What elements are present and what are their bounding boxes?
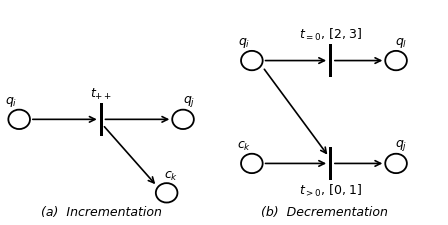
Circle shape [241,154,263,173]
Circle shape [9,110,30,129]
Circle shape [241,52,263,71]
Text: $q_j$: $q_j$ [183,94,196,109]
Text: $c_k$: $c_k$ [164,169,179,182]
Text: $t_{=0},\,[2,3]$: $t_{=0},\,[2,3]$ [299,27,362,43]
Text: $q_l$: $q_l$ [395,36,407,50]
Text: $t_{>0},\,[0,1]$: $t_{>0},\,[0,1]$ [299,182,362,198]
Text: (b)  Decrementation: (b) Decrementation [261,205,388,218]
Bar [329,45,332,77]
Circle shape [385,154,407,173]
Text: (a)  Incrementation: (a) Incrementation [41,205,162,218]
Text: $q_i$: $q_i$ [237,36,250,50]
Circle shape [385,52,407,71]
Bar [329,148,332,180]
Circle shape [156,183,177,203]
Circle shape [172,110,194,129]
Text: $c_k$: $c_k$ [237,140,251,153]
Text: $q_i$: $q_i$ [5,95,17,109]
Text: $t_{++}$: $t_{++}$ [90,86,112,101]
Text: $q_j$: $q_j$ [395,138,407,153]
Bar [99,104,103,136]
